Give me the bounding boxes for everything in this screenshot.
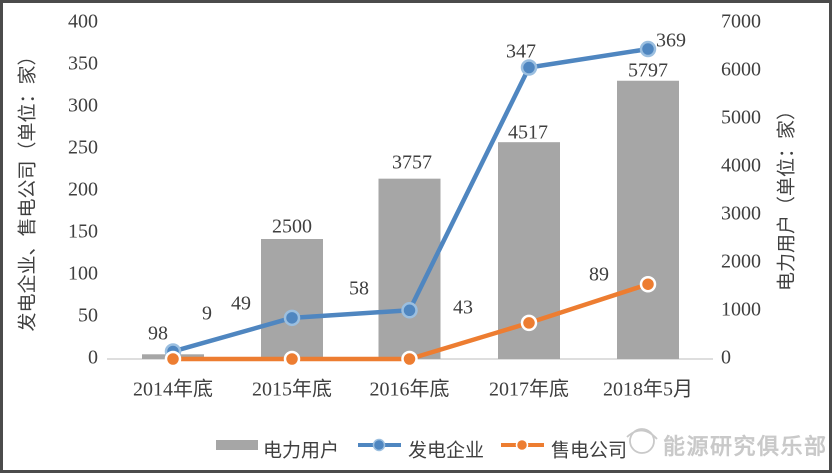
generation-companies-marker-4	[639, 40, 657, 58]
legend-label-retail: 售电公司	[551, 439, 627, 461]
left-axis-tick-8: 400	[68, 11, 98, 33]
bar-2015年底	[261, 239, 323, 359]
bar-label-1: 2500	[272, 216, 312, 238]
right-axis-tick-6: 6000	[721, 59, 761, 81]
right-axis-tick-7: 7000	[721, 11, 761, 33]
left-axis-tick-5: 250	[68, 137, 98, 159]
right-axis-tick-1: 1000	[721, 299, 761, 321]
generation-companies-marker-2	[401, 302, 418, 319]
globe-logo-icon	[626, 428, 658, 454]
right-axis-tick-5: 5000	[721, 107, 761, 129]
bar-2018年5月	[617, 80, 679, 359]
bar-label-4: 5797	[628, 60, 668, 82]
retail-companies-marker-0	[164, 350, 182, 368]
right-axis-tick-3: 3000	[721, 203, 761, 225]
right-axis-title: 电力用户（单位：家）	[775, 101, 797, 291]
left-axis-tick-6: 300	[68, 95, 98, 117]
globe-circle	[629, 428, 655, 454]
right-axis-tick-4: 4000	[721, 155, 761, 177]
left-axis-tick-2: 100	[68, 263, 98, 285]
right-axis-tick-2: 2000	[721, 251, 761, 273]
right-axis-tick-0: 0	[721, 347, 731, 369]
legend-bar-swatch	[216, 440, 258, 450]
legend-retail-marker	[515, 438, 529, 452]
gen-label-1: 49	[231, 293, 251, 315]
x-axis-label-2: 2016年底	[370, 378, 450, 401]
bar-label-2: 3757	[392, 152, 432, 174]
watermark-text: 能源研究俱乐部	[663, 434, 828, 459]
legend-label-power-users: 电力用户	[263, 439, 339, 461]
gen-label-0: 9	[202, 303, 212, 325]
retail-label-4: 89	[589, 264, 609, 286]
gen-label-4: 369	[656, 30, 686, 52]
gen-label-3: 347	[506, 41, 536, 63]
legend-gen-marker	[372, 438, 386, 452]
globe-orbit	[626, 429, 658, 440]
retail-companies-marker-2	[401, 350, 418, 368]
bar-label-3: 4517	[508, 122, 548, 144]
left-axis-tick-4: 200	[68, 179, 98, 201]
left-axis-title: 发电企业、售电公司（单位：家）	[16, 46, 38, 331]
retail-label-3: 43	[453, 297, 473, 319]
generation-companies-marker-3	[520, 59, 538, 76]
gen-label-2: 58	[349, 278, 369, 300]
generation-companies-marker-1	[283, 309, 301, 327]
left-axis-tick-3: 150	[68, 221, 98, 243]
x-axis-label-4: 2018年5月	[603, 378, 693, 401]
bar-label-0: 98	[148, 323, 168, 345]
retail-companies-marker-1	[283, 350, 301, 368]
left-axis-tick-0: 0	[88, 347, 98, 369]
retail-companies-marker-3	[520, 314, 538, 332]
left-axis-tick-1: 50	[78, 305, 98, 327]
x-axis-label-3: 2017年底	[489, 378, 569, 401]
power-market-combo-chart: 0501001502002503003504000100020003000400…	[16, 11, 828, 462]
x-axis-label-0: 2014年底	[133, 378, 213, 401]
retail-companies-marker-4	[639, 275, 657, 293]
x-axis-label-1: 2015年底	[252, 378, 332, 401]
legend-label-generation: 发电企业	[408, 439, 484, 461]
left-axis-tick-7: 350	[68, 53, 98, 75]
